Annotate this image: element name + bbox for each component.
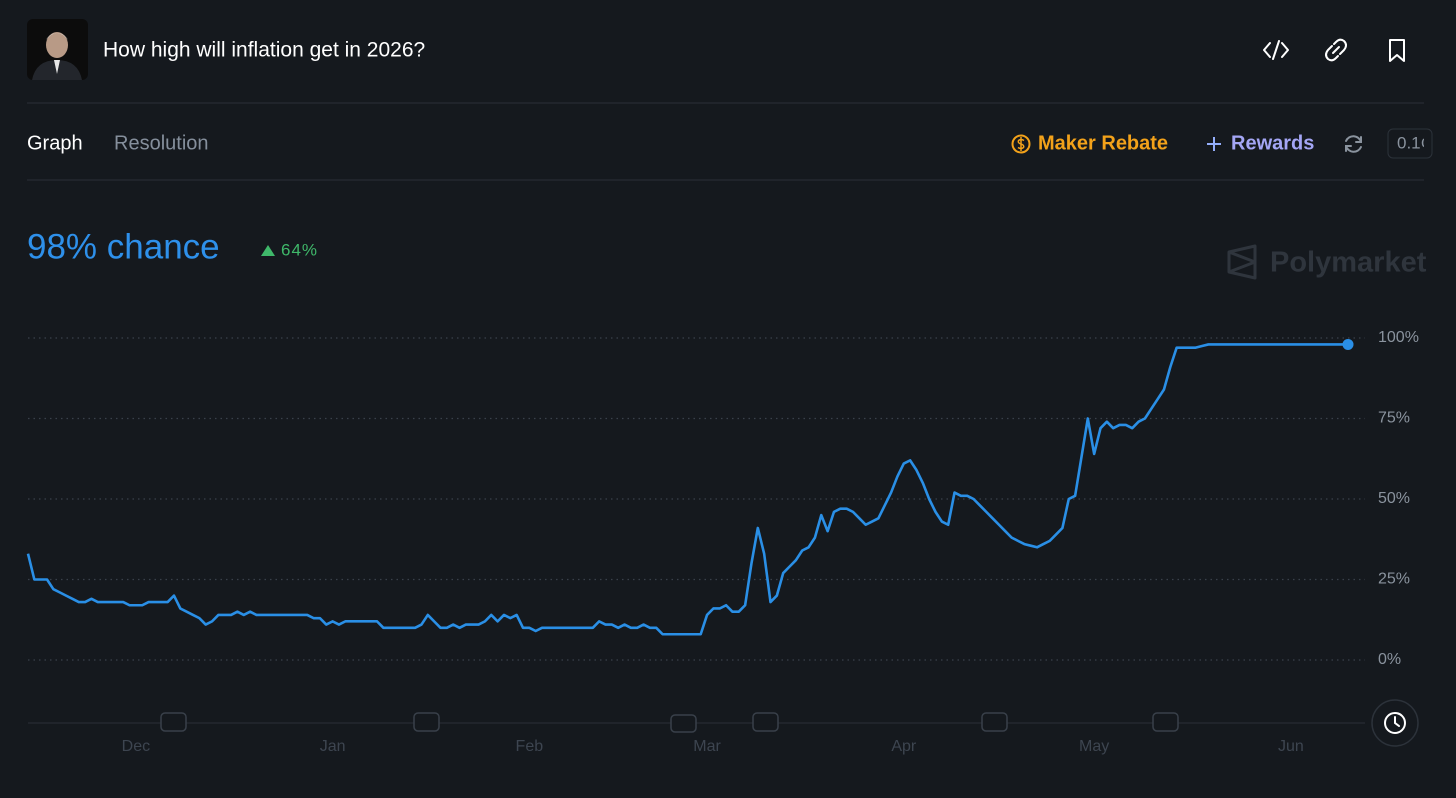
y-tick-label: 75%: [1378, 410, 1410, 427]
refresh-button[interactable]: [1345, 135, 1362, 153]
x-tick-label: Feb: [516, 738, 544, 755]
watermark-text: Polymarket: [1270, 247, 1427, 279]
rewards-link[interactable]: Rewards: [1231, 132, 1314, 154]
x-tick-label: Jun: [1278, 738, 1304, 755]
current-point: [1342, 338, 1354, 350]
price-line: [26, 343, 1348, 636]
tab-graph[interactable]: Graph: [27, 132, 83, 154]
maker-rebate-link[interactable]: Maker Rebate: [1038, 132, 1168, 154]
y-tick-label: 25%: [1378, 571, 1410, 588]
x-tick-label: Apr: [891, 738, 917, 755]
x-tick-label: Mar: [693, 738, 721, 755]
plot-area: 0% 25% 50% 75% 100% Dec Jan Feb Mar Apr May Jun: [26, 329, 1419, 755]
rewards-icon: [1207, 137, 1221, 151]
y-tick-label: 50%: [1378, 490, 1410, 507]
change-arrow: [261, 245, 275, 256]
event-markers: [160, 712, 1179, 733]
spread-value[interactable]: 0.1¢: [1397, 133, 1430, 152]
x-tick-label: Dec: [122, 738, 150, 755]
x-tick-label: May: [1079, 738, 1109, 755]
spread-box: [1387, 128, 1433, 159]
market-title: How high will inflation get in 2026?: [103, 39, 425, 62]
change-value: 64%: [281, 240, 318, 259]
tab-resolution[interactable]: Resolution: [114, 132, 209, 154]
embed-button[interactable]: [1263, 40, 1289, 60]
bookmark-button[interactable]: [1389, 39, 1405, 62]
time-range-button[interactable]: [1371, 699, 1419, 747]
market-avatar: [27, 19, 88, 80]
chance-headline: 98% chance: [27, 227, 220, 266]
watermark-logo: [1227, 244, 1257, 280]
maker-rebate-icon: [1011, 134, 1031, 154]
y-tick-label: 100%: [1378, 329, 1419, 346]
y-tick-label: 0%: [1378, 651, 1401, 668]
copy-link-button[interactable]: [1325, 38, 1347, 62]
x-tick-label: Jan: [320, 738, 346, 755]
